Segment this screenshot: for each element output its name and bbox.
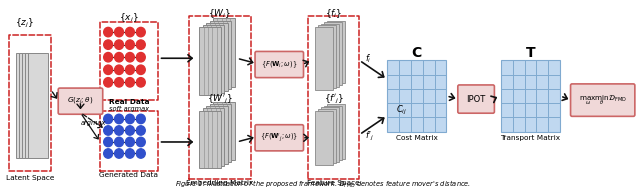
Text: Latent Space: Latent Space [6, 176, 54, 182]
Text: $\{f'_j\}$: $\{f'_j\}$ [324, 92, 344, 106]
Circle shape [115, 149, 124, 158]
FancyBboxPatch shape [571, 84, 635, 116]
Bar [213, 19, 235, 87]
Bar [321, 24, 339, 87]
Text: $\{F(\mathbf{W}'_j;\omega)\}$: $\{F(\mathbf{W}'_j;\omega)\}$ [260, 132, 298, 144]
Circle shape [115, 137, 124, 147]
Bar [203, 108, 225, 166]
Text: Embedding Matrix: Embedding Matrix [186, 180, 253, 186]
Text: Real Data: Real Data [109, 99, 149, 105]
Bar [203, 25, 225, 93]
Text: soft argmax: soft argmax [109, 105, 149, 112]
Text: $\{z_j\}$: $\{z_j\}$ [15, 17, 34, 30]
Bar [308, 16, 360, 179]
Circle shape [104, 114, 113, 124]
Circle shape [125, 40, 134, 49]
FancyBboxPatch shape [255, 51, 303, 78]
Circle shape [125, 126, 134, 135]
Bar [9, 35, 51, 171]
Circle shape [136, 27, 145, 37]
Circle shape [104, 65, 113, 74]
Bar [16, 53, 36, 158]
Circle shape [136, 78, 145, 87]
Text: $f_i$: $f_i$ [365, 52, 372, 65]
Bar [318, 109, 335, 163]
Bar [327, 104, 344, 159]
Circle shape [125, 114, 134, 124]
Bar [209, 104, 231, 162]
Circle shape [125, 149, 134, 158]
Text: $\{W'_j\}$: $\{W'_j\}$ [207, 92, 233, 106]
Text: $\{x_i\}$: $\{x_i\}$ [119, 11, 139, 24]
Bar [199, 111, 221, 168]
Bar [22, 53, 42, 158]
Text: Generated Data: Generated Data [99, 172, 159, 178]
Circle shape [115, 65, 124, 74]
Circle shape [136, 40, 145, 49]
Text: Transport Matrix: Transport Matrix [500, 135, 561, 141]
Circle shape [125, 27, 134, 37]
Text: $\max_\omega\min_\theta\mathcal{D}_{\mathrm{FMD}}$: $\max_\omega\min_\theta\mathcal{D}_{\mat… [579, 93, 627, 107]
Bar [315, 27, 333, 90]
Text: Figure 1: Illustration of the proposed framework. $\mathcal{D}_{\mathrm{FMD}}$ d: Figure 1: Illustration of the proposed f… [175, 179, 471, 190]
Circle shape [136, 149, 145, 158]
Bar [213, 102, 235, 160]
Bar [387, 60, 447, 131]
Text: $C_{ij}$: $C_{ij}$ [396, 104, 408, 117]
Circle shape [115, 40, 124, 49]
FancyBboxPatch shape [458, 85, 495, 113]
Bar [100, 22, 157, 100]
Bar [100, 111, 157, 171]
Text: $f'_j$: $f'_j$ [365, 130, 374, 143]
Text: C: C [412, 46, 422, 60]
Bar [324, 106, 342, 160]
FancyBboxPatch shape [255, 125, 303, 151]
Circle shape [125, 137, 134, 147]
Circle shape [115, 126, 124, 135]
Text: argmax: argmax [81, 120, 106, 126]
Circle shape [115, 27, 124, 37]
Circle shape [115, 78, 124, 87]
FancyBboxPatch shape [58, 88, 102, 114]
Circle shape [104, 27, 113, 37]
Circle shape [104, 40, 113, 49]
Bar [206, 23, 228, 91]
Circle shape [136, 126, 145, 135]
Bar [199, 27, 221, 95]
Circle shape [104, 126, 113, 135]
Circle shape [104, 78, 113, 87]
Text: Cost Matrix: Cost Matrix [396, 135, 438, 141]
Circle shape [104, 149, 113, 158]
Text: $G(z_j;\theta)$: $G(z_j;\theta)$ [67, 96, 93, 107]
Bar [321, 107, 339, 162]
Bar [318, 25, 335, 88]
Text: Feature Space: Feature Space [307, 180, 360, 186]
Circle shape [136, 137, 145, 147]
Text: $\{W_i\}$: $\{W_i\}$ [208, 7, 232, 20]
Circle shape [104, 137, 113, 147]
Circle shape [104, 52, 113, 62]
Text: $\{F(\mathbf{W}_i;\omega)\}$: $\{F(\mathbf{W}_i;\omega)\}$ [261, 59, 298, 70]
Bar [206, 106, 228, 164]
Bar [19, 53, 39, 158]
Circle shape [136, 114, 145, 124]
Bar [327, 21, 344, 83]
Bar [189, 16, 251, 179]
Circle shape [136, 65, 145, 74]
Bar [28, 53, 48, 158]
Circle shape [115, 114, 124, 124]
Circle shape [125, 78, 134, 87]
Text: IPOT: IPOT [467, 95, 486, 104]
Circle shape [136, 52, 145, 62]
Circle shape [115, 52, 124, 62]
Text: $\{f_i\}$: $\{f_i\}$ [325, 7, 342, 20]
Bar [209, 21, 231, 89]
Bar [324, 22, 342, 85]
Text: T: T [525, 46, 535, 60]
Bar [315, 111, 333, 165]
Circle shape [125, 52, 134, 62]
Circle shape [125, 65, 134, 74]
Bar [25, 53, 45, 158]
Bar [501, 60, 560, 131]
